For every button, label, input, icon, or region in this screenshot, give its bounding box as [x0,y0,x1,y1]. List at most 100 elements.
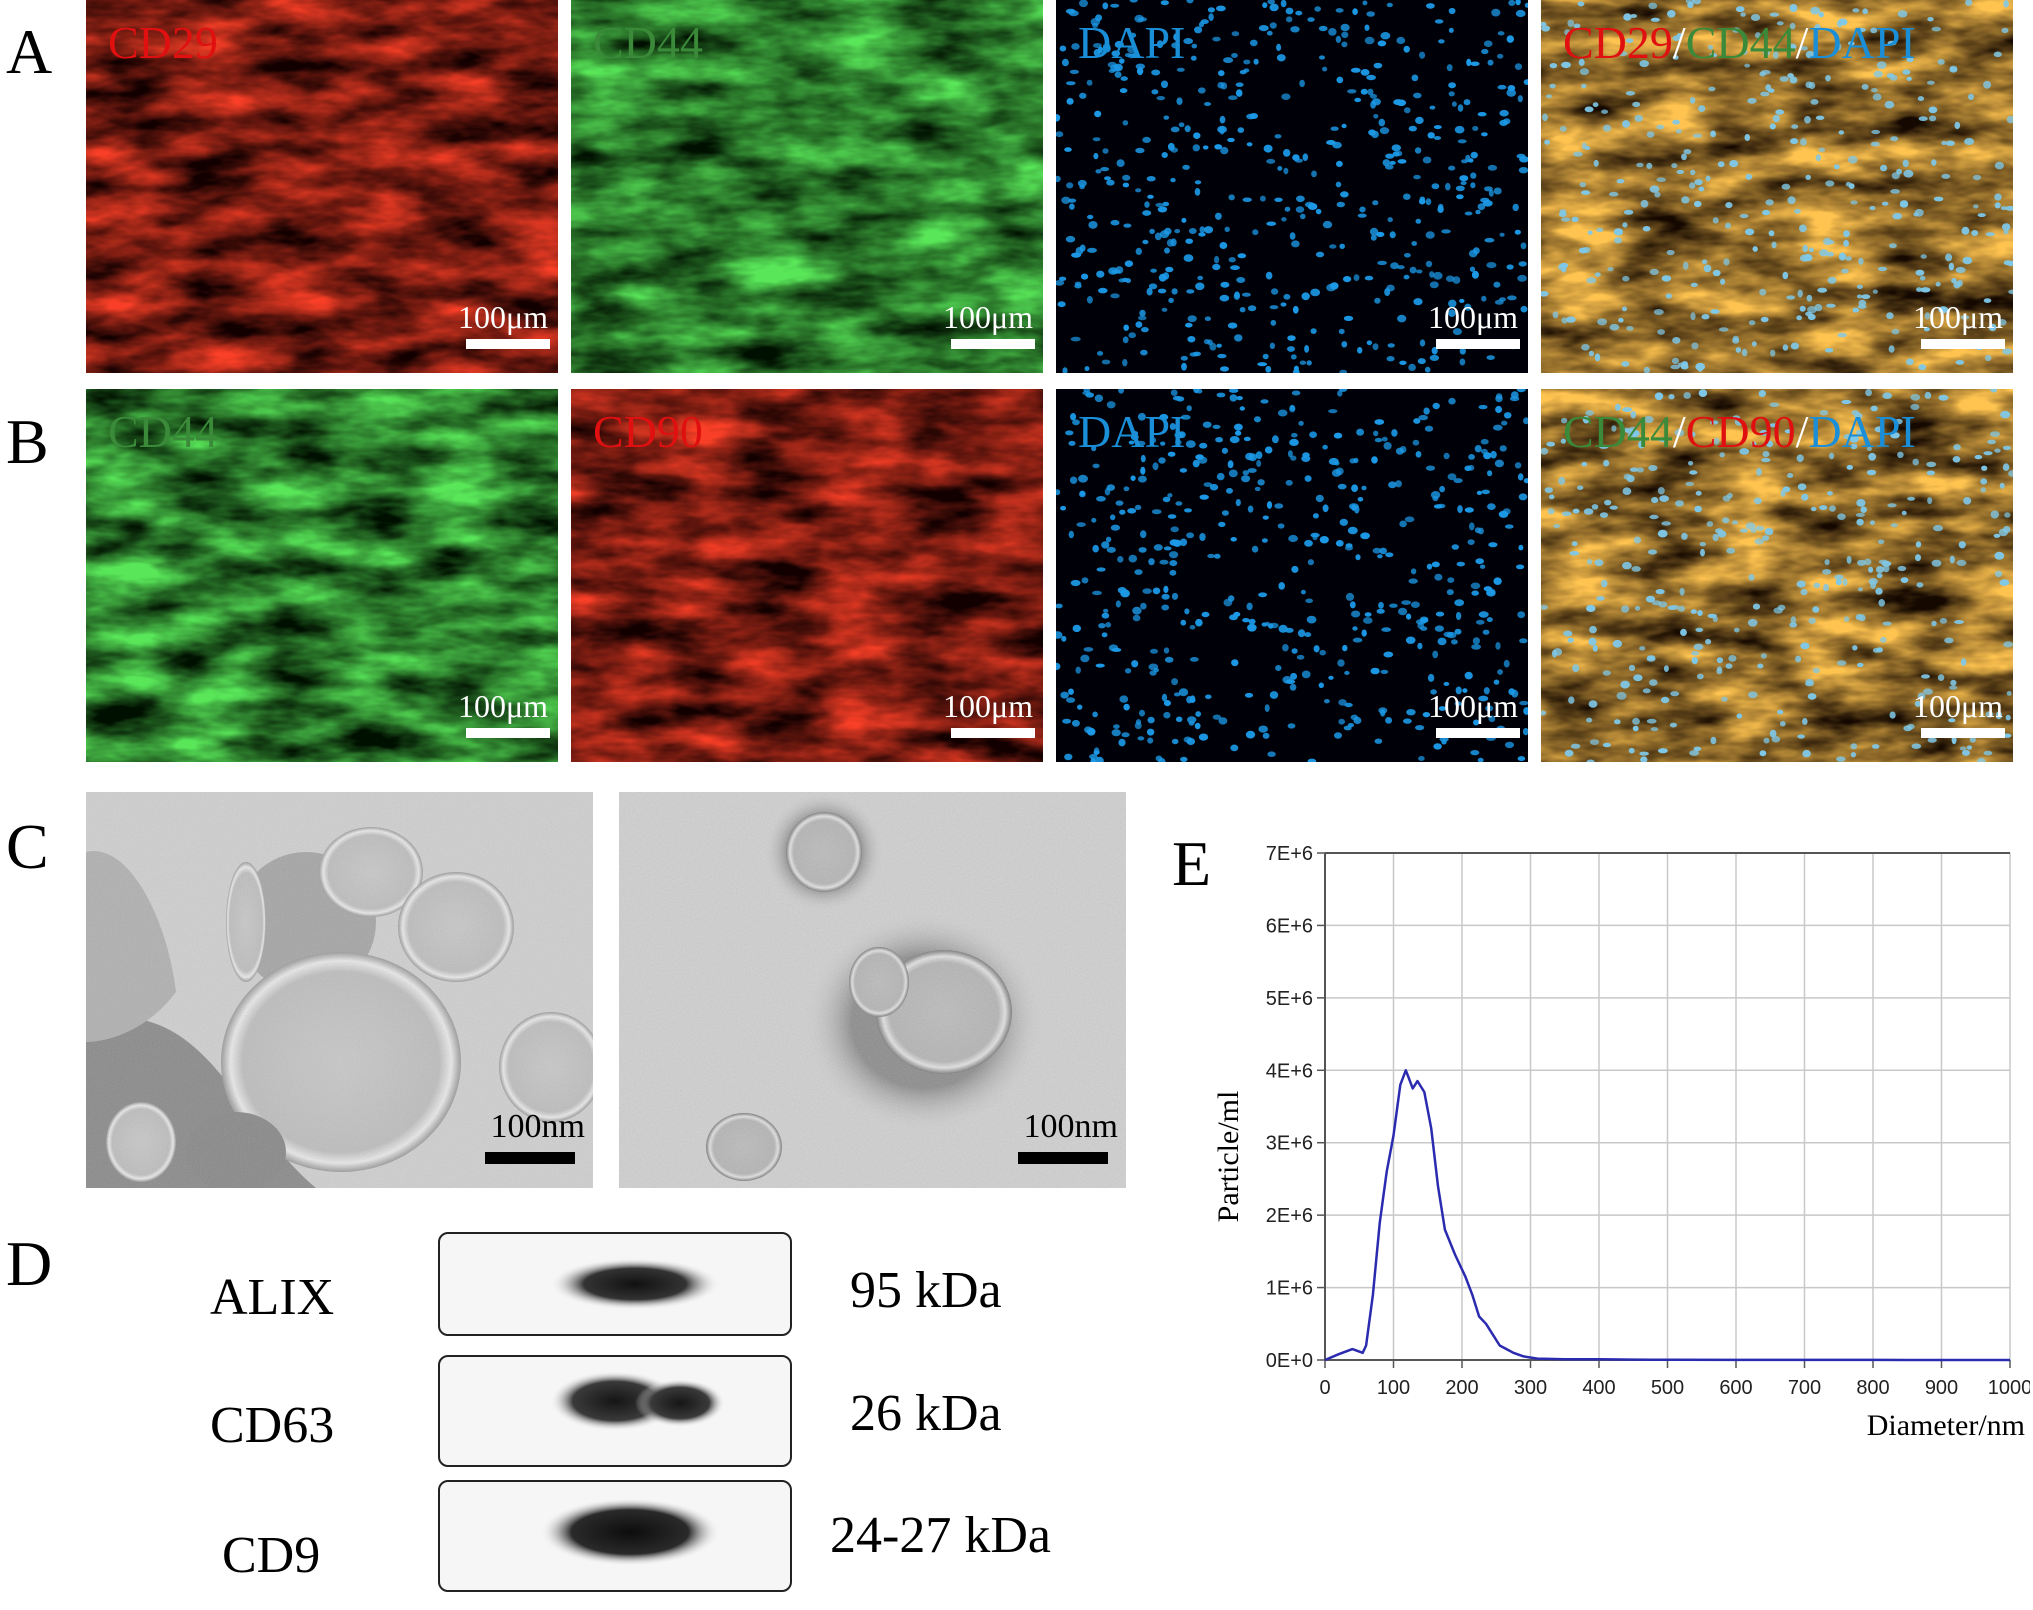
fluorescence-image [571,389,1043,762]
stain-label-part: / [1672,406,1686,457]
stain-label-part: CD90 [1685,406,1796,457]
scale-bar-label: 100μm [942,688,1033,724]
tem-scale-bar-2 [1018,1152,1108,1164]
if-panel-b3: DAPI 100μm [1056,389,1528,762]
scale-bar [1921,728,2005,738]
wb-band-image-alix [550,1258,720,1310]
tem-scale-bar-1 [485,1152,575,1164]
if-panel-a2: CD44 100μm [571,0,1043,373]
x-tick-label: 600 [1719,1377,1752,1399]
wb-band-image-cd63 [550,1371,725,1431]
stain-label-part: CD44 [1685,17,1796,68]
stain-label: CD29 [108,20,218,66]
tem-micrograph-2 [619,792,1126,1188]
wb-size-cd9: 24-27 kDa [830,1507,1051,1564]
tem-scale-bar-label-2: 100nm [1023,1108,1118,1145]
if-panel-a4: CD29/CD44/DAPI 100μm [1541,0,2013,373]
y-axis-label: Particle/ml [1212,1091,1245,1223]
stain-label-part: CD44 [1563,406,1673,457]
y-tick-label: 3E+6 [1266,1133,1313,1155]
scale-bar [1436,728,1520,738]
scale-bar [466,339,550,349]
scale-bar-label: 100μm [1427,299,1518,335]
x-tick-label: 800 [1856,1377,1889,1399]
fluorescence-image [1541,0,2013,373]
if-panel-b4: CD44/CD90/DAPI 100μm [1541,389,2013,762]
scale-bar [951,728,1035,738]
fluorescence-image [1056,0,1528,373]
x-tick-label: 0 [1319,1377,1330,1399]
stain-label: DAPI [1078,20,1185,66]
wb-protein-cd63: CD63 [210,1397,335,1454]
tem-scale-bar-label-1: 100nm [490,1108,585,1145]
stain-label-part: / [1795,17,1809,68]
x-tick-label: 700 [1788,1377,1821,1399]
stain-label: CD44/CD90/DAPI [1563,409,1916,455]
wb-band-image-cd9 [540,1498,720,1566]
stain-label-part: DAPI [1078,17,1186,68]
fluorescence-image [86,389,558,762]
tem-image-2: 100nm [619,792,1126,1188]
stain-label-part: CD29 [1563,17,1673,68]
stain-label: CD90 [593,409,703,455]
x-tick-label: 500 [1651,1377,1684,1399]
fluorescence-image [571,0,1043,373]
panel-label-d: D [6,1228,53,1299]
stain-label-part: DAPI [1808,406,1916,457]
stain-label-part: / [1672,17,1686,68]
scale-bar [951,339,1035,349]
scale-bar-label: 100μm [1912,299,2003,335]
stain-label-part: DAPI [1078,406,1186,457]
if-panel-b2: CD90 100μm [571,389,1043,762]
stain-label: DAPI [1078,409,1185,455]
y-tick-label: 7E+6 [1266,843,1313,865]
y-tick-label: 2E+6 [1266,1205,1313,1227]
panel-label-e: E [1172,828,1212,899]
panel-label-c: C [6,811,49,882]
scale-bar-label: 100μm [1912,688,2003,724]
x-tick-label: 300 [1514,1377,1547,1399]
x-tick-label: 900 [1925,1377,1958,1399]
y-tick-label: 0E+0 [1266,1350,1313,1372]
size-distribution-line [1324,1069,2010,1362]
wb-protein-alix: ALIX [210,1269,335,1326]
wb-size-alix: 95 kDa [850,1262,1002,1319]
y-tick-label: 4E+6 [1266,1060,1313,1082]
panel-label-a: A [6,16,53,87]
if-panel-a3: DAPI 100μm [1056,0,1528,373]
fluorescence-image [86,0,558,373]
scale-bar [1436,339,1520,349]
fluorescence-image [1541,389,2013,762]
fluorescence-image [1056,389,1528,762]
stain-label-part: CD44 [593,17,703,68]
wb-size-cd63: 26 kDa [850,1385,1002,1442]
stain-label-part: / [1795,406,1809,457]
x-tick-label: 400 [1582,1377,1615,1399]
stain-label: CD44 [593,20,703,66]
stain-label-part: CD29 [108,17,218,68]
wb-protein-cd9: CD9 [222,1527,321,1584]
x-tick-label: 100 [1377,1377,1410,1399]
wb-band-alix [438,1232,792,1336]
tem-micrograph-1 [86,792,593,1188]
panel-label-b: B [6,406,49,477]
y-tick-label: 1E+6 [1266,1278,1313,1300]
stain-label: CD44 [108,409,218,455]
scale-bar-label: 100μm [942,299,1033,335]
tem-image-1: 100nm [86,792,593,1188]
x-tick-label: 200 [1445,1377,1478,1399]
stain-label-part: CD44 [108,406,218,457]
stain-label-part: DAPI [1808,17,1916,68]
y-tick-label: 5E+6 [1266,988,1313,1010]
wb-band-cd63 [438,1355,792,1467]
y-tick-label: 6E+6 [1266,915,1313,937]
x-tick-label: 1000 [1988,1377,2030,1399]
scale-bar [1921,339,2005,349]
x-axis-label: Diameter/nm [1867,1409,2025,1442]
scale-bar-label: 100μm [457,299,548,335]
scale-bar-label: 100μm [1427,688,1518,724]
if-panel-b1: CD44 100μm [86,389,558,762]
wb-band-cd9 [438,1480,792,1592]
stain-label-part: CD90 [593,406,703,457]
stain-label: CD29/CD44/DAPI [1563,20,1916,66]
